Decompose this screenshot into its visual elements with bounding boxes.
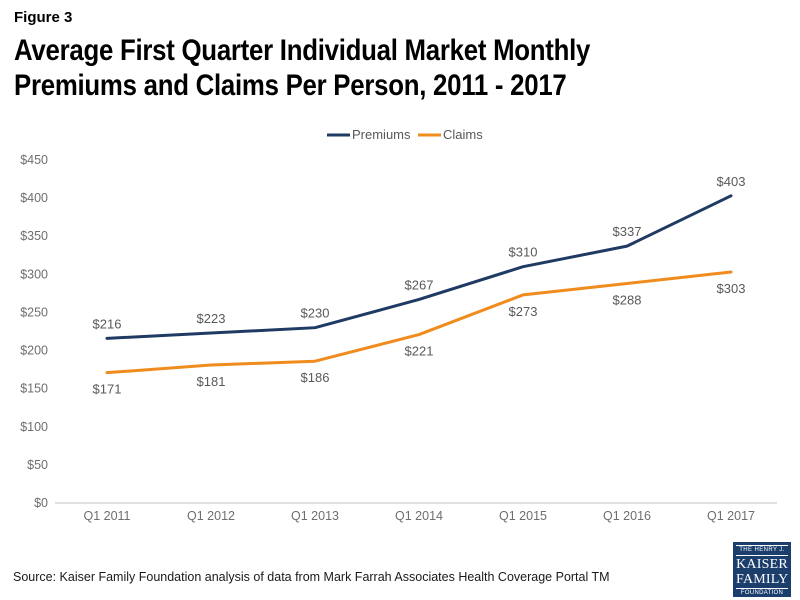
x-tick-label: Q1 2013: [291, 509, 339, 523]
data-label-claims: $288: [613, 292, 642, 307]
page-title-line2: Premiums and Claims Per Person, 2011 - 2…: [14, 69, 567, 102]
x-tick-label: Q1 2017: [707, 509, 755, 523]
data-label-premiums: $337: [613, 224, 642, 239]
y-tick-label: $250: [20, 305, 48, 319]
kff-logo-line2: KAISER: [736, 557, 788, 572]
data-label-premiums: $230: [301, 306, 330, 321]
page-title-line1: Average First Quarter Individual Market …: [14, 34, 591, 67]
x-tick-label: Q1 2015: [499, 509, 547, 523]
data-label-premiums: $216: [93, 316, 122, 331]
y-tick-label: $400: [20, 191, 48, 205]
data-label-premiums: $403: [717, 174, 746, 189]
data-label-claims: $171: [93, 382, 122, 397]
legend-label-claims: Claims: [443, 127, 483, 142]
y-tick-label: $50: [27, 458, 48, 472]
x-tick-label: Q1 2014: [395, 509, 443, 523]
data-label-claims: $186: [301, 370, 330, 385]
data-label-claims: $303: [717, 281, 746, 296]
data-label-claims: $273: [509, 304, 538, 319]
data-label-claims: $221: [405, 344, 434, 359]
data-label-premiums: $223: [197, 311, 226, 326]
page-title: Average First Quarter Individual Market …: [14, 33, 590, 103]
source-text: Source: Kaiser Family Foundation analysi…: [13, 570, 610, 584]
series-line-claims: [105, 270, 733, 375]
y-tick-label: $450: [20, 153, 48, 167]
kff-logo-line1: THE HENRY J.: [736, 545, 788, 556]
y-tick-label: $200: [20, 344, 48, 358]
series-line-premiums: [105, 194, 733, 340]
x-tick-label: Q1 2012: [187, 509, 235, 523]
y-tick-label: $150: [20, 382, 48, 396]
x-tick-label: Q1 2011: [83, 509, 130, 523]
kff-logo: THE HENRY J. KAISER FAMILY FOUNDATION: [733, 542, 791, 597]
x-tick-label: Q1 2016: [603, 509, 651, 523]
y-tick-label: $100: [20, 420, 48, 434]
y-tick-label: $350: [20, 229, 48, 243]
data-label-premiums: $310: [509, 245, 538, 260]
y-tick-label: $300: [20, 267, 48, 281]
y-tick-label: $0: [34, 496, 48, 510]
kff-logo-line4: FOUNDATION: [736, 588, 788, 597]
data-label-premiums: $267: [405, 277, 434, 292]
figure-label: Figure 3: [14, 9, 73, 26]
data-label-claims: $181: [197, 374, 226, 389]
legend-label-premiums: Premiums: [352, 127, 411, 142]
kff-logo-line3: FAMILY: [736, 572, 789, 587]
